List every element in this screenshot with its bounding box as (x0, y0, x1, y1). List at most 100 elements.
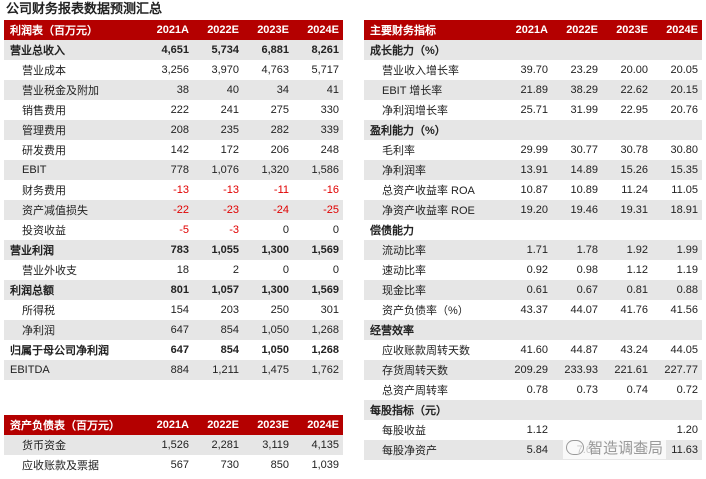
cell-value: 250 (270, 304, 289, 316)
cell-value: 5,734 (193, 40, 243, 60)
cell-value: 44.05 (670, 344, 698, 356)
table-title: 利润表（百万元） (4, 20, 143, 40)
cell-value: 1,268 (293, 320, 343, 340)
cell-value (552, 320, 602, 340)
cell-value: 241 (220, 104, 239, 116)
cell-value (602, 400, 652, 420)
table-row: 营业总收入 4,651 5,734 6,881 8,261 (4, 40, 343, 60)
year-header: 2024E (652, 20, 702, 40)
cell-value: 0.67 (552, 280, 602, 300)
cell-value (502, 320, 552, 340)
cell-value: 647 (170, 344, 189, 356)
cell-value: 0.98 (576, 264, 598, 276)
cell-value: 38 (143, 80, 193, 100)
row-label: 资产减值损失 (4, 200, 143, 220)
cell-value: 1,050 (261, 344, 289, 356)
cell-value: 1.92 (602, 240, 652, 260)
cell-value: 0 (282, 264, 289, 276)
table-row: EBITDA 884 1,211 1,475 1,762 (4, 360, 343, 380)
row-label: 财务费用 (22, 185, 66, 197)
year-header: 2021A (143, 20, 193, 40)
cell-value: 20.76 (670, 104, 698, 116)
table-row: 管理费用 208 235 282 339 (4, 120, 343, 140)
row-label: 净资产收益率 ROE (364, 200, 502, 220)
balance-sheet-table: 资产负债表（百万元） 2021A 2022E 2023E 2024E 货币资金 1,526 2… (4, 415, 343, 475)
year-header: 2021A (502, 20, 552, 40)
row-label: 每股收益 (382, 425, 426, 437)
cell-value: 0.92 (526, 264, 548, 276)
table-row: 应收账款周转天数 41.60 44.87 43.24 44.05 (364, 340, 702, 360)
cell-value: 1,569 (293, 240, 343, 260)
row-label: 应收账款周转天数 (382, 345, 470, 357)
cell-value: 2 (232, 264, 239, 276)
cell-value: 0.88 (652, 280, 702, 300)
table-row: 利润总额 801 1,057 1,300 1,569 (4, 280, 343, 300)
row-label: 研发费用 (22, 145, 66, 157)
cell-value: 3,119 (243, 435, 293, 455)
cell-value: 14.89 (552, 160, 602, 180)
row-label: 流动比率 (364, 240, 502, 260)
row-label: 归属于母公司净利润 (10, 345, 109, 357)
year-header: 2023E (243, 20, 293, 40)
cell-value: 233.93 (552, 360, 602, 380)
year-header: 2024E (293, 20, 343, 40)
cell-value: 6,881 (243, 40, 293, 60)
cell-value: -24 (243, 200, 293, 220)
table-row: 所得税 154 203 250 301 (4, 300, 343, 320)
cell-value: 44.87 (570, 344, 598, 356)
cell-value: 20.15 (652, 80, 702, 100)
cell-value (602, 220, 652, 240)
cell-value: 222 (170, 104, 189, 116)
cell-value: 1,050 (243, 320, 293, 340)
cell-value: 1,300 (243, 280, 293, 300)
cell-value: 1,320 (243, 160, 293, 180)
cell-value: 11.24 (621, 184, 648, 196)
table-row: EBIT 778 1,076 1,320 1,586 (4, 160, 343, 180)
table-row: 盈利能力（%） (364, 120, 702, 140)
cell-value: 4,135 (293, 435, 343, 455)
cell-value: 0.61 (502, 280, 552, 300)
cell-value: 647 (143, 320, 193, 340)
cell-value: 567 (170, 459, 189, 471)
cell-value: 209.29 (502, 360, 552, 380)
row-label: 偿债能力 (370, 225, 414, 237)
cell-value: 1,268 (311, 344, 339, 356)
cell-value: 18.91 (652, 200, 702, 220)
row-label: 营业外收支 (22, 265, 77, 277)
cell-value: 801 (143, 280, 193, 300)
cell-value (502, 400, 552, 420)
cell-value: 1.78 (552, 240, 602, 260)
cell-value: 21.89 (502, 80, 552, 100)
cell-value: -13 (223, 184, 239, 196)
row-label: 营业成本 (22, 65, 66, 77)
table-row: 货币资金 1,526 2,281 3,119 4,135 (4, 435, 343, 455)
watermark-text: 智造调查局 (588, 440, 664, 457)
cell-value: 235 (193, 120, 243, 140)
cell-value (602, 420, 652, 440)
table-row: 资产减值损失 -22 -23 -24 -25 (4, 200, 343, 220)
table-header-row: 资产负债表（百万元） 2021A 2022E 2023E 2024E (4, 415, 343, 435)
cell-value (652, 40, 702, 60)
table-title: 资产负债表（百万元） (4, 415, 143, 435)
cell-value: 39.70 (520, 64, 548, 76)
table-row: 速动比率 0.92 0.98 1.12 1.19 (364, 260, 702, 280)
cell-value (502, 220, 552, 240)
row-label: 净利润 (4, 320, 143, 340)
cell-value (602, 320, 652, 340)
cell-value (552, 40, 602, 60)
cell-value: 5,717 (311, 64, 339, 76)
table-row: 归属于母公司净利润 647 854 1,050 1,268 (4, 340, 343, 360)
cell-value (552, 420, 602, 440)
key-metrics-table: 主要财务指标 2021A 2022E 2023E 2024E 成长能力（%） 营业收入增长率… (364, 20, 702, 460)
cell-value: 0.78 (526, 384, 548, 396)
row-label: 总资产收益率 ROA (382, 185, 475, 197)
cell-value: 0 (282, 224, 289, 236)
cell-value: 10.89 (570, 184, 598, 196)
row-label: 货币资金 (4, 435, 143, 455)
cell-value: 778 (143, 160, 193, 180)
cell-value: -13 (173, 184, 189, 196)
cell-value: 1,076 (193, 160, 243, 180)
cell-value (652, 400, 702, 420)
cell-value: 4,651 (143, 40, 193, 60)
row-label: EBIT 增长率 (364, 80, 502, 100)
